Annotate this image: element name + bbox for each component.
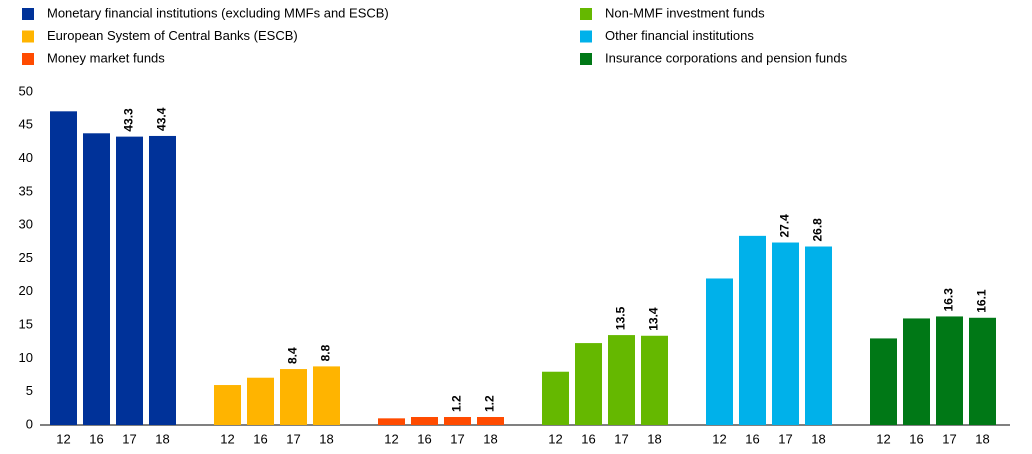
x-tick-label: 12	[548, 431, 562, 446]
bar	[542, 371, 569, 425]
x-tick-label: 16	[89, 431, 103, 446]
bar	[313, 366, 340, 425]
bar	[444, 417, 471, 425]
value-label: 8.8	[319, 344, 333, 361]
x-tick-label: 18	[155, 431, 169, 446]
x-tick-label: 12	[220, 431, 234, 446]
bar	[477, 417, 504, 425]
bar	[903, 318, 930, 425]
y-tick-label: 35	[19, 183, 33, 198]
bar	[116, 136, 143, 425]
bar	[969, 317, 996, 425]
x-tick-label: 16	[745, 431, 759, 446]
bar	[378, 418, 405, 425]
value-label: 16.1	[975, 289, 989, 313]
bar	[83, 133, 110, 426]
bar	[247, 377, 274, 425]
y-tick-label: 45	[19, 117, 33, 132]
y-tick-label: 20	[19, 283, 33, 298]
x-tick-label: 17	[286, 431, 300, 446]
legend-swatch	[580, 30, 592, 43]
legend-label: Insurance corporations and pension funds	[605, 50, 848, 65]
legend-label: Non-MMF investment funds	[605, 5, 765, 20]
x-tick-label: 16	[909, 431, 923, 446]
x-tick-label: 16	[581, 431, 595, 446]
y-tick-label: 30	[19, 217, 33, 232]
legend-label: Monetary financial institutions (excludi…	[47, 5, 389, 20]
value-label: 43.3	[122, 108, 136, 132]
bar	[805, 246, 832, 425]
bar	[772, 242, 799, 425]
x-tick-label: 17	[122, 431, 136, 446]
bar	[50, 111, 77, 426]
bar	[575, 343, 602, 425]
bar	[280, 369, 307, 425]
x-tick-label: 12	[384, 431, 398, 446]
x-tick-label: 16	[253, 431, 267, 446]
value-label: 16.3	[942, 288, 956, 312]
legend-swatch	[22, 53, 34, 65]
x-tick-label: 17	[614, 431, 628, 446]
y-tick-label: 40	[19, 150, 33, 165]
value-label: 43.4	[155, 107, 169, 131]
bar	[706, 278, 733, 425]
value-label: 27.4	[778, 214, 792, 238]
value-label: 1.2	[450, 395, 464, 412]
bar	[411, 417, 438, 425]
legend-label: European System of Central Banks (ESCB)	[47, 28, 298, 43]
x-tick-label: 17	[450, 431, 464, 446]
x-tick-label: 18	[319, 431, 333, 446]
value-label: 13.5	[614, 306, 628, 330]
x-tick-label: 17	[942, 431, 956, 446]
value-label: 1.2	[483, 395, 497, 412]
legend-swatch	[22, 30, 34, 43]
bar	[870, 338, 897, 425]
legend-swatch	[580, 53, 592, 65]
legend-swatch	[580, 8, 592, 20]
bar	[739, 235, 766, 425]
bar	[214, 385, 241, 425]
bar	[608, 335, 635, 425]
x-tick-label: 12	[712, 431, 726, 446]
value-label: 26.8	[811, 218, 825, 242]
legend-swatch	[22, 8, 34, 20]
bar	[936, 316, 963, 425]
legend-label: Other financial institutions	[605, 28, 754, 43]
y-tick-label: 15	[19, 317, 33, 332]
x-tick-label: 18	[811, 431, 825, 446]
x-tick-label: 12	[56, 431, 70, 446]
y-tick-label: 0	[26, 416, 33, 431]
bar	[641, 335, 668, 425]
x-tick-label: 17	[778, 431, 792, 446]
legend-label: Money market funds	[47, 50, 165, 65]
x-tick-label: 16	[417, 431, 431, 446]
x-tick-label: 12	[876, 431, 890, 446]
x-tick-label: 18	[647, 431, 661, 446]
bar	[149, 135, 176, 425]
y-tick-label: 25	[19, 250, 33, 265]
value-label: 8.4	[286, 347, 300, 364]
y-tick-label: 50	[19, 83, 33, 98]
y-tick-label: 5	[26, 383, 33, 398]
value-label: 13.4	[647, 307, 661, 331]
x-tick-label: 18	[975, 431, 989, 446]
y-tick-label: 10	[19, 350, 33, 365]
x-tick-label: 18	[483, 431, 497, 446]
